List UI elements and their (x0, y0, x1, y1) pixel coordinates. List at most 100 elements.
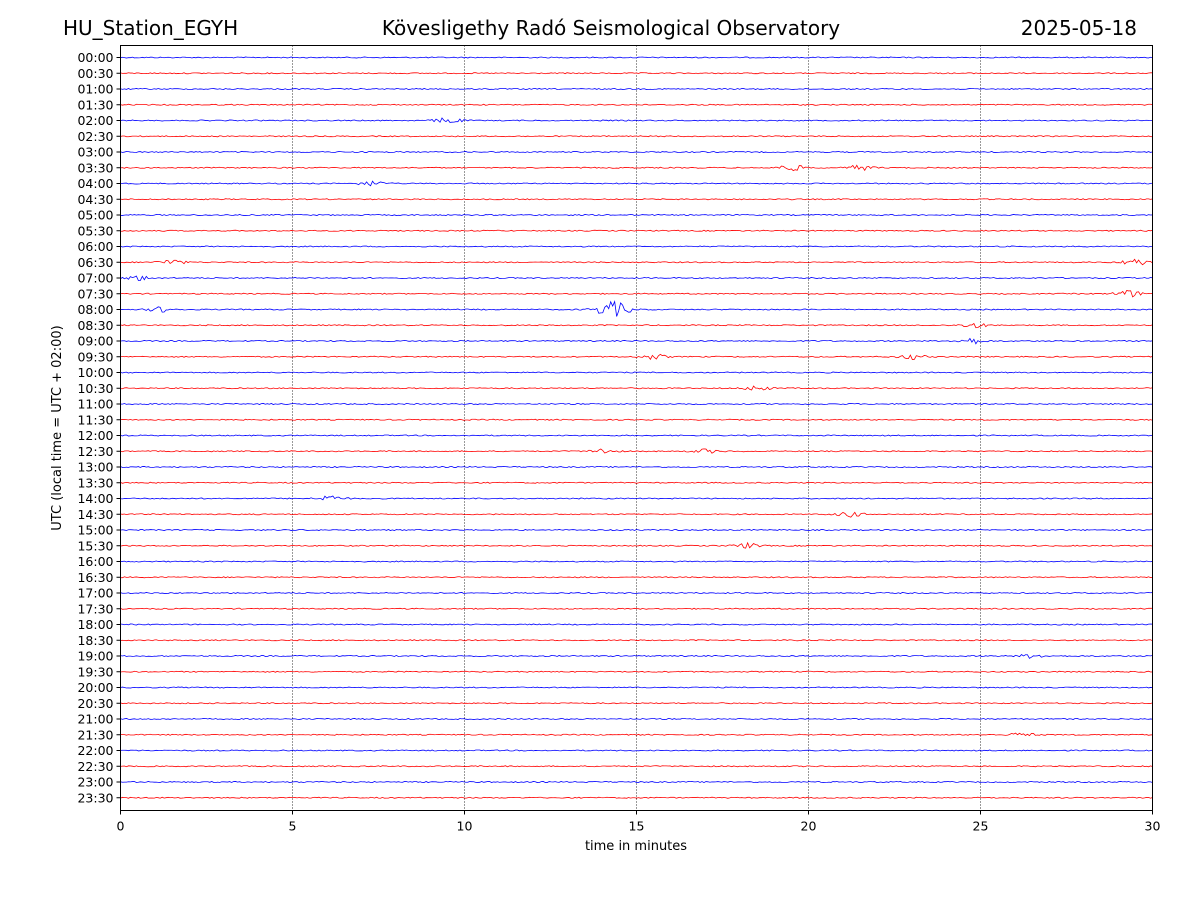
y-tick-label: 13:30 (77, 475, 113, 490)
x-tick-label: 10 (457, 819, 473, 834)
trace-0000 (120, 56, 1153, 59)
trace-1700 (120, 592, 1153, 594)
trace-0200 (120, 117, 1153, 123)
trace-0130 (120, 103, 1153, 106)
trace-1730 (120, 607, 1153, 610)
trace-0230 (120, 135, 1153, 138)
trace-1330 (120, 481, 1153, 484)
trace-2000 (120, 686, 1153, 689)
x-tick-label: 20 (801, 819, 817, 834)
trace-1500 (120, 529, 1153, 531)
y-tick-label: 20:00 (77, 680, 113, 695)
y-tick-label: 10:30 (77, 381, 113, 396)
y-tick-label: 12:30 (77, 444, 113, 459)
trace-1430 (120, 511, 1153, 518)
trace-2100 (120, 718, 1153, 720)
trace-1000 (120, 371, 1153, 374)
chart-title: Kövesligethy Radó Seismological Observat… (381, 16, 841, 40)
trace-1400 (120, 495, 1153, 501)
y-tick-label: 12:00 (77, 428, 113, 443)
y-tick-label: 13:00 (77, 460, 113, 475)
trace-0730 (120, 289, 1153, 298)
trace-0930 (120, 353, 1153, 361)
y-tick-label: 06:30 (77, 255, 113, 270)
trace-1800 (120, 623, 1153, 626)
y-tick-label: 10:00 (77, 365, 113, 380)
trace-1930 (120, 670, 1153, 673)
y-tick-label: 22:00 (77, 743, 113, 758)
trace-0900 (120, 337, 1153, 345)
trace-0400 (120, 180, 1153, 187)
trace-0330 (120, 164, 1153, 172)
y-tick-label: 05:30 (77, 223, 113, 238)
trace-2030 (120, 702, 1153, 705)
trace-0030 (120, 72, 1153, 75)
y-tick-label: 07:00 (77, 271, 113, 286)
y-tick-label: 21:30 (77, 727, 113, 742)
y-tick-label: 21:00 (77, 712, 113, 727)
trace-1530 (120, 541, 1153, 549)
y-tick-label: 11:30 (77, 412, 113, 427)
y-tick-label: 04:00 (77, 176, 113, 191)
y-tick-label: 01:30 (77, 97, 113, 112)
trace-1300 (120, 466, 1153, 468)
trace-1600 (120, 560, 1153, 563)
trace-0300 (120, 151, 1153, 153)
y-axis-ticks: 00:0000:3001:0001:3002:0002:3003:0003:30… (77, 50, 121, 805)
y-tick-label: 18:00 (77, 617, 113, 632)
seismic-traces (120, 56, 1153, 799)
y-tick-label: 14:00 (77, 491, 113, 506)
trace-1030 (120, 385, 1153, 391)
trace-0700 (120, 275, 1153, 281)
trace-1630 (120, 576, 1153, 579)
y-tick-label: 03:30 (77, 160, 113, 175)
y-tick-label: 16:30 (77, 570, 113, 585)
trace-2200 (120, 749, 1153, 752)
trace-2300 (120, 781, 1153, 783)
trace-1230 (120, 448, 1153, 454)
y-tick-label: 22:30 (77, 759, 113, 774)
y-tick-label: 20:30 (77, 696, 113, 711)
trace-1900 (120, 654, 1153, 659)
y-tick-label: 18:30 (77, 633, 113, 648)
y-tick-label: 19:30 (77, 664, 113, 679)
trace-2130 (120, 732, 1153, 737)
trace-0530 (120, 229, 1153, 232)
y-tick-label: 08:30 (77, 318, 113, 333)
vertical-gridlines (292, 45, 981, 811)
trace-0830 (120, 322, 1153, 329)
y-tick-label: 15:00 (77, 523, 113, 538)
y-tick-label: 23:00 (77, 775, 113, 790)
x-tick-label: 0 (117, 819, 125, 834)
x-axis-ticks: 0 5 10 15 20 25 30 (117, 810, 1161, 834)
y-tick-label: 15:30 (77, 538, 113, 553)
x-tick-label: 30 (1145, 819, 1161, 834)
y-tick-label: 08:00 (77, 302, 113, 317)
y-tick-label: 11:00 (77, 397, 113, 412)
trace-0800 (120, 300, 1153, 317)
trace-2230 (120, 765, 1153, 768)
trace-0500 (120, 214, 1153, 216)
y-tick-label: 00:00 (77, 50, 113, 65)
y-tick-label: 00:30 (77, 66, 113, 81)
y-tick-label: 17:00 (77, 586, 113, 601)
trace-0430 (120, 198, 1153, 201)
y-tick-label: 02:30 (77, 129, 113, 144)
y-tick-label: 05:00 (77, 208, 113, 223)
y-tick-label: 07:30 (77, 286, 113, 301)
y-tick-label: 09:00 (77, 334, 113, 349)
y-tick-label: 04:30 (77, 192, 113, 207)
trace-1100 (120, 403, 1153, 406)
trace-1200 (120, 434, 1153, 437)
station-name: HU_Station_EGYH (63, 16, 239, 40)
y-tick-label: 06:00 (77, 239, 113, 254)
trace-0630 (120, 258, 1153, 266)
y-tick-label: 14:30 (77, 507, 113, 522)
y-tick-label: 17:30 (77, 601, 113, 616)
trace-2330 (120, 796, 1153, 799)
y-tick-label: 01:00 (77, 82, 113, 97)
y-axis-label: UTC (local time = UTC + 02:00) (50, 325, 65, 530)
trace-1830 (120, 639, 1153, 642)
x-axis-label: time in minutes (585, 839, 687, 854)
